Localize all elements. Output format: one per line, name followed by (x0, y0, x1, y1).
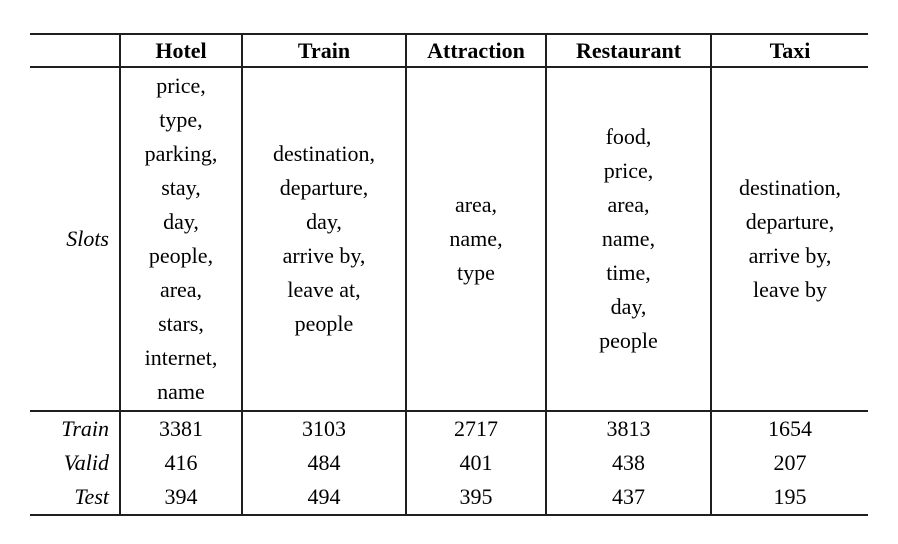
slots-cell-train: destination, departure, day, arrive by, … (241, 67, 406, 412)
stats-cell-test-attraction: 395 (405, 480, 546, 516)
stats-row-test-label: Test (30, 480, 120, 516)
header-cell-hotel: Hotel (119, 33, 242, 68)
stats-cell-test-train: 494 (241, 480, 406, 516)
slots-cell-attraction: area, name, type (405, 67, 546, 412)
stats-row-test: Test 394 494 395 437 195 (30, 480, 868, 516)
stats-cell-train-restaurant: 3813 (545, 411, 711, 446)
header-cell-attraction: Attraction (405, 33, 546, 68)
table-header-row: Hotel Train Attraction Restaurant Taxi (30, 33, 868, 68)
stats-cell-train-attraction: 2717 (405, 411, 546, 446)
slots-cell-restaurant: food, price, area, name, time, day, peop… (545, 67, 711, 412)
slots-cell-taxi: destination, departure, arrive by, leave… (710, 67, 868, 412)
stats-row-train-label: Train (30, 411, 120, 446)
stats-cell-test-taxi: 195 (710, 480, 868, 516)
stats-cell-train-hotel: 3381 (119, 411, 242, 446)
header-cell-empty (30, 33, 120, 68)
header-cell-restaurant: Restaurant (545, 33, 711, 68)
stats-cell-valid-hotel: 416 (119, 446, 242, 480)
slots-row: Slots price, type, parking, stay, day, p… (30, 67, 868, 412)
slots-cell-hotel: price, type, parking, stay, day, people,… (119, 67, 242, 412)
slots-row-label: Slots (30, 67, 120, 412)
stats-cell-test-restaurant: 437 (545, 480, 711, 516)
header-cell-train: Train (241, 33, 406, 68)
stats-cell-valid-taxi: 207 (710, 446, 868, 480)
stats-row-valid-label: Valid (30, 446, 120, 480)
stats-row-valid: Valid 416 484 401 438 207 (30, 446, 868, 480)
stats-cell-valid-restaurant: 438 (545, 446, 711, 480)
stats-cell-test-hotel: 394 (119, 480, 242, 516)
stats-cell-valid-train: 484 (241, 446, 406, 480)
stats-cell-valid-attraction: 401 (405, 446, 546, 480)
stats-row-train: Train 3381 3103 2717 3813 1654 (30, 411, 868, 446)
domain-slot-statistics-table: Hotel Train Attraction Restaurant Taxi S… (30, 33, 868, 516)
stats-cell-train-train: 3103 (241, 411, 406, 446)
stats-cell-train-taxi: 1654 (710, 411, 868, 446)
header-cell-taxi: Taxi (710, 33, 868, 68)
